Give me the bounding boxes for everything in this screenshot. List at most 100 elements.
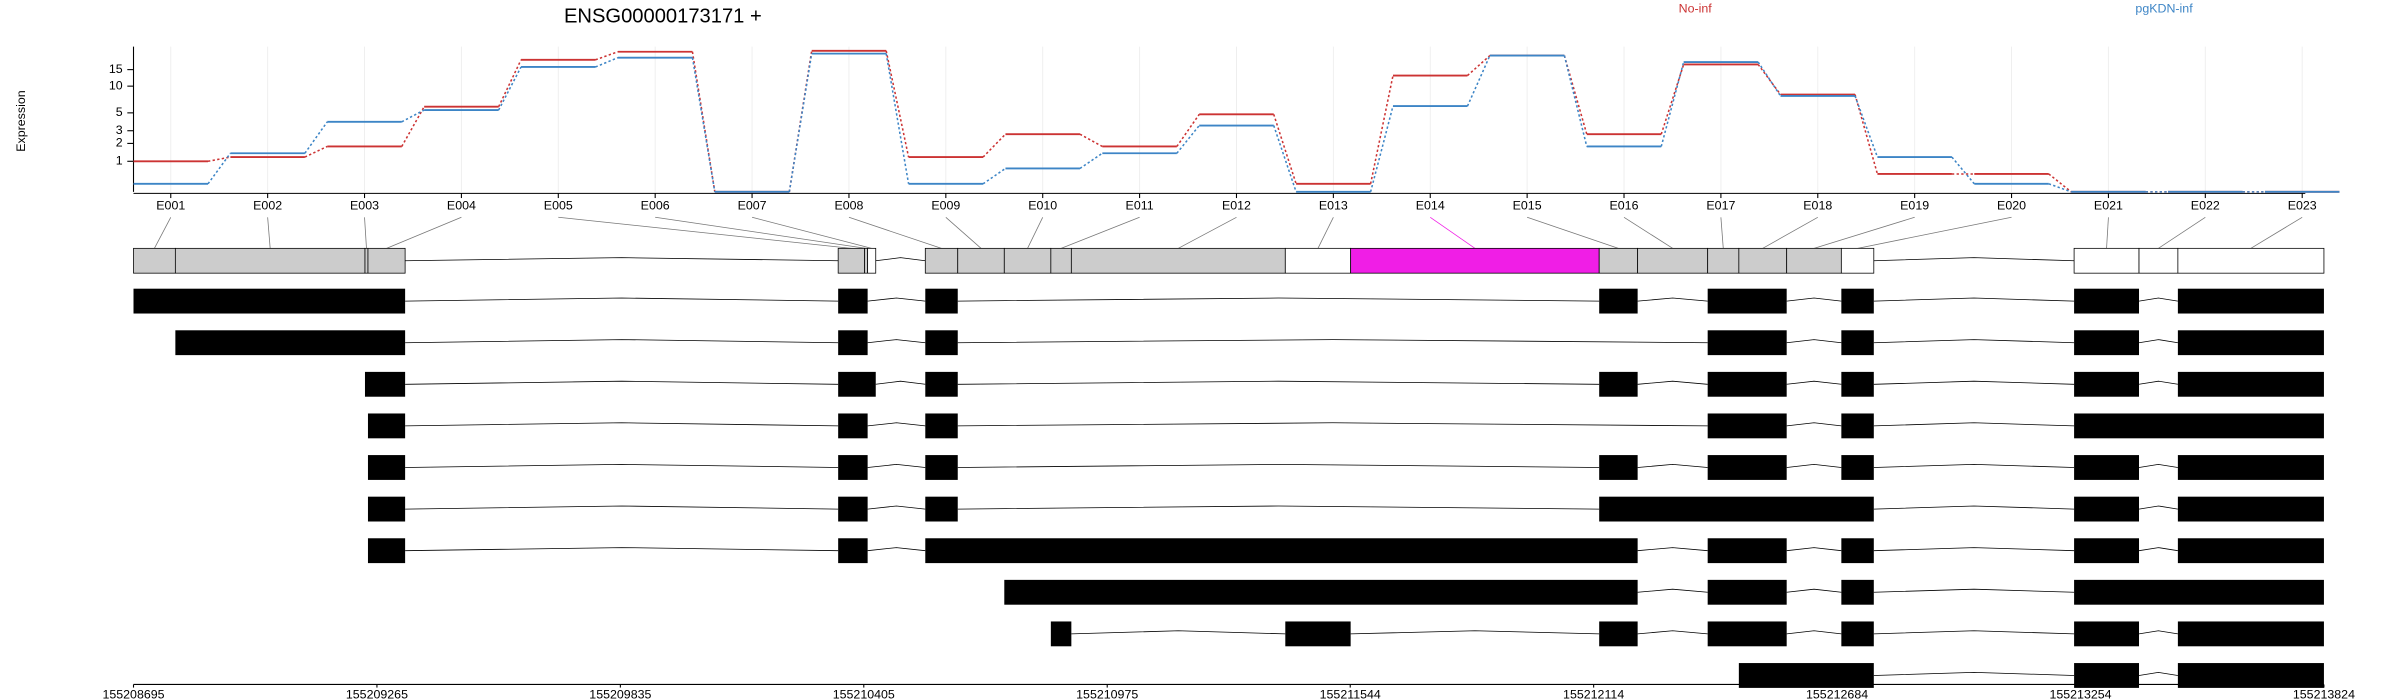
exon-box [924, 247, 959, 274]
transcript-intron [1637, 630, 1708, 635]
exon-box [864, 247, 869, 274]
transcript-exon [2074, 663, 2140, 688]
transcript-exon [838, 288, 868, 314]
transcript-exon [1841, 455, 1874, 480]
expression-connector [1079, 133, 1103, 148]
exon-box [1284, 247, 1352, 274]
expression-connector [304, 121, 328, 154]
transcript-intron [957, 380, 1600, 385]
transcript-intron [867, 547, 926, 552]
transcript-exon [133, 288, 406, 314]
expression-connector [2048, 183, 2072, 193]
exon-link [848, 216, 942, 249]
exon-link [1027, 217, 1044, 249]
exon-link [1813, 216, 1915, 249]
exon-label: E007 [738, 199, 767, 213]
transcript-exon [838, 413, 868, 439]
transcript-exon [1738, 663, 1874, 688]
expression-connector [1660, 64, 1685, 135]
transcript-intron [957, 339, 1708, 344]
transcript-exon [925, 330, 958, 356]
x-tick-label: 155209265 [346, 688, 408, 700]
transcript-intron [1786, 380, 1842, 385]
transcript-exon [2177, 538, 2324, 564]
transcript-intron [2138, 671, 2178, 676]
exon-link [1317, 217, 1334, 249]
y-tick-label: 1 [116, 154, 123, 168]
exon-label: E009 [931, 199, 960, 213]
transcript-intron [1637, 380, 1708, 385]
transcript-exon [1050, 621, 1072, 647]
transcript-intron [2138, 505, 2178, 510]
transcript-intron [1873, 297, 2075, 302]
y-tick-label: 3 [116, 123, 123, 137]
transcript-intron [1637, 547, 1708, 552]
transcript-intron [405, 464, 839, 468]
transcript-exon [1285, 621, 1351, 647]
transcript-exon [2074, 455, 2140, 480]
transcript-intron [1786, 588, 1842, 593]
legend-label: pgKDN-inf [2135, 2, 2193, 16]
transcript-exon [2074, 496, 2140, 522]
exon-link [1623, 216, 1673, 249]
exon-label: E016 [1610, 199, 1639, 213]
transcript-exon [925, 371, 958, 397]
exon-box [1840, 247, 1875, 274]
transcript-exon [1841, 330, 1874, 356]
exon-label: E004 [447, 199, 476, 213]
exon-box [1050, 247, 1072, 274]
transcript-intron [405, 547, 839, 552]
intron [875, 257, 926, 262]
transcript-exon [838, 330, 868, 356]
expression-connector [691, 57, 716, 192]
x-tick-label: 155210975 [1076, 688, 1138, 700]
expression-connector [1466, 55, 1491, 107]
expression-connector [207, 152, 232, 185]
y-axis-label: Expression [14, 90, 28, 151]
expression-connector [304, 145, 328, 158]
transcript-exon [2074, 371, 2140, 397]
exon-box [133, 247, 176, 274]
expression-connector [1272, 114, 1297, 185]
exon-link [1060, 216, 1140, 249]
exon-label: E015 [1513, 199, 1542, 213]
transcript-intron [867, 463, 926, 468]
exon-label: E022 [2191, 199, 2220, 213]
transcript-intron [1873, 671, 2075, 676]
exon-label: E001 [156, 199, 185, 213]
transcript-intron [2138, 630, 2178, 635]
transcript-exon [1599, 288, 1638, 314]
exon-link [2106, 217, 2109, 249]
transcript-exon [2074, 621, 2140, 647]
transcript-exon [1599, 496, 1874, 522]
transcript-intron [1873, 547, 2075, 552]
transcript-exon [1707, 371, 1787, 397]
transcript-intron [1873, 505, 2075, 510]
exon-label: E023 [2288, 199, 2317, 213]
transcript-exon [838, 455, 868, 480]
x-tick-label: 155213824 [2293, 688, 2355, 700]
transcript-exon [925, 455, 958, 480]
expression-connector [885, 53, 910, 184]
exon-box [174, 247, 366, 274]
exon-link [154, 217, 172, 249]
expression-connector [595, 51, 619, 61]
expression-connector [982, 167, 1006, 185]
expression-connector [401, 106, 425, 147]
exon-label: E014 [1416, 199, 1445, 213]
transcript-intron [2138, 339, 2178, 344]
transcript-intron [405, 380, 839, 385]
legend-label: No-inf [1679, 2, 1713, 16]
exon-box [2138, 247, 2179, 274]
expression-connector [885, 50, 910, 158]
transcript-intron [957, 464, 1600, 468]
expression-connector [1660, 61, 1685, 147]
transcript-intron [405, 422, 839, 427]
exon-box [1350, 247, 1600, 274]
transcript-exon [2074, 288, 2140, 314]
transcript-intron [867, 339, 926, 344]
transcript-intron [1873, 630, 2075, 635]
exon-link [1527, 216, 1619, 249]
transcript-exon [2074, 579, 2324, 605]
transcript-intron [2138, 380, 2178, 385]
